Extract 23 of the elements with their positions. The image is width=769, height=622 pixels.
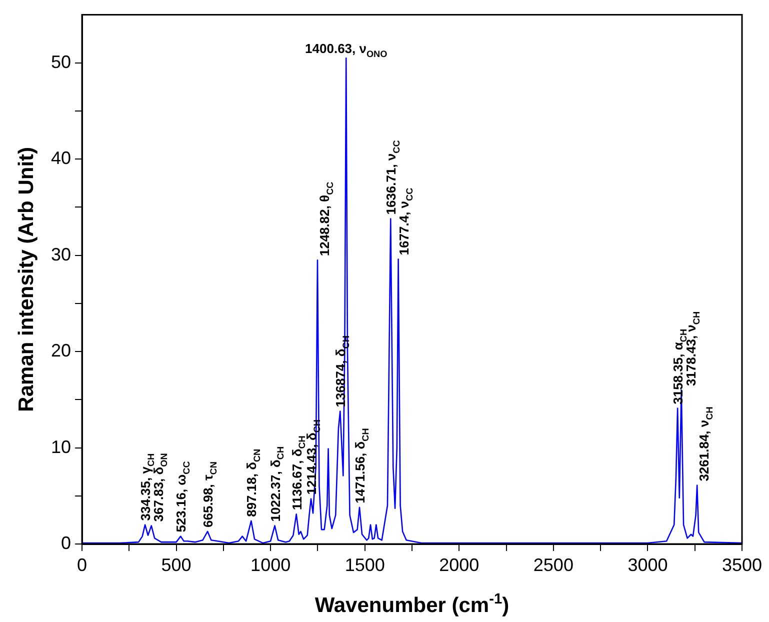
x-tick-label: 2500	[533, 554, 574, 575]
x-tick-label: 0	[76, 554, 88, 575]
annotation: 665.98, τCN	[200, 462, 218, 528]
annotation: 3261.84, νCH	[696, 406, 714, 482]
annotation: 1471.56, δCH	[352, 428, 370, 504]
annotation: 897.18, δCN	[244, 448, 262, 517]
x-tick-label: 500	[161, 554, 192, 575]
y-tick-label: 30	[50, 244, 71, 264]
y-tick-label: 20	[50, 340, 71, 361]
x-tick-label: 3500	[722, 554, 762, 575]
y-tick-label: 50	[50, 52, 71, 72]
x-tick-label: 2000	[439, 554, 480, 575]
annotation: 136874, δCH	[333, 336, 352, 408]
y-tick-label: 10	[50, 436, 71, 457]
annotation: 1022.37, δCH	[268, 446, 286, 522]
x-tick-label: 1000	[250, 554, 291, 575]
x-tick-label: 1500	[344, 554, 385, 575]
annotation: 1248.82, θCC	[317, 181, 335, 256]
x-tick-label: 3000	[628, 554, 668, 575]
y-axis-title: Raman intensity (Arb Unit)	[15, 146, 38, 412]
annotation: 523.16, ωCC	[174, 460, 192, 532]
y-tick-label: 0	[60, 532, 71, 553]
y-tick-label: 40	[50, 148, 71, 168]
